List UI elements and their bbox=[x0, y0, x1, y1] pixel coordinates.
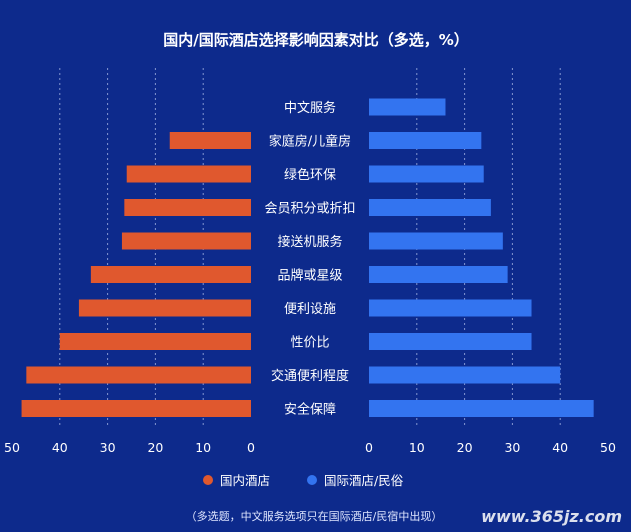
footnote: （多选题，中文服务选项只在国际酒店/民宿中出现） bbox=[186, 509, 443, 523]
category-label: 便利设施 bbox=[284, 302, 336, 317]
legend-swatch-international bbox=[307, 475, 317, 485]
legend-label-domestic: 国内酒店 bbox=[220, 473, 270, 488]
category-label: 安全保障 bbox=[284, 402, 336, 418]
bar-international bbox=[369, 400, 594, 417]
category-label: 交通便利程度 bbox=[271, 368, 349, 384]
bar-international bbox=[369, 132, 482, 149]
bar-domestic bbox=[169, 132, 251, 149]
bar-domestic bbox=[59, 333, 251, 350]
tick-label-left: 0 bbox=[247, 440, 255, 455]
bar-domestic bbox=[26, 366, 252, 384]
bar-international bbox=[369, 266, 508, 283]
tick-label-left: 40 bbox=[52, 440, 68, 455]
tick-label-left: 10 bbox=[195, 440, 211, 455]
bar-international bbox=[369, 232, 503, 250]
watermark: www.365jz.com bbox=[481, 507, 622, 526]
category-label: 会员积分或折扣 bbox=[264, 202, 355, 217]
bar-domestic bbox=[121, 232, 251, 250]
category-label: 品牌或星级 bbox=[277, 268, 342, 284]
category-label: 性价比 bbox=[290, 336, 329, 351]
category-label: 家庭房/儿童房 bbox=[269, 134, 351, 150]
tick-label-right: 50 bbox=[600, 440, 616, 455]
chart-title: 国内/国际酒店选择影响因素对比（多选，%） bbox=[163, 31, 469, 49]
tick-label-right: 40 bbox=[552, 440, 568, 455]
tick-label-right: 20 bbox=[457, 440, 473, 455]
bar-domestic bbox=[124, 199, 251, 216]
bar-international bbox=[369, 333, 532, 350]
bar-international bbox=[369, 299, 532, 317]
bar-domestic bbox=[90, 266, 252, 283]
category-label: 绿色环保 bbox=[284, 167, 336, 183]
category-labels: 中文服务家庭房/儿童房绿色环保会员积分或折扣接送机服务品牌或星级便利设施性价比交… bbox=[264, 100, 355, 418]
bars bbox=[21, 98, 594, 417]
legend: 国内酒店 国际酒店/民俗 bbox=[203, 473, 404, 488]
tick-label-left: 30 bbox=[100, 440, 116, 455]
legend-label-international: 国际酒店/民俗 bbox=[324, 473, 404, 488]
bar-domestic bbox=[78, 299, 251, 317]
bar-international bbox=[369, 98, 446, 116]
tick-label-left: 20 bbox=[147, 440, 163, 455]
category-label: 中文服务 bbox=[284, 100, 336, 116]
tick-label-right: 30 bbox=[504, 440, 520, 455]
tick-labels: 50 40 30 20 10 0 0 10 20 30 40 50 bbox=[4, 440, 616, 455]
bar-international bbox=[369, 199, 491, 216]
tick-label-left: 50 bbox=[4, 440, 20, 455]
bar-domestic bbox=[21, 400, 252, 417]
bar-international bbox=[369, 366, 561, 384]
bar-domestic bbox=[126, 165, 251, 183]
legend-swatch-domestic bbox=[203, 475, 213, 485]
tick-label-right: 0 bbox=[365, 440, 373, 455]
bar-international bbox=[369, 165, 484, 183]
tick-label-right: 10 bbox=[409, 440, 425, 455]
category-label: 接送机服务 bbox=[277, 234, 342, 250]
